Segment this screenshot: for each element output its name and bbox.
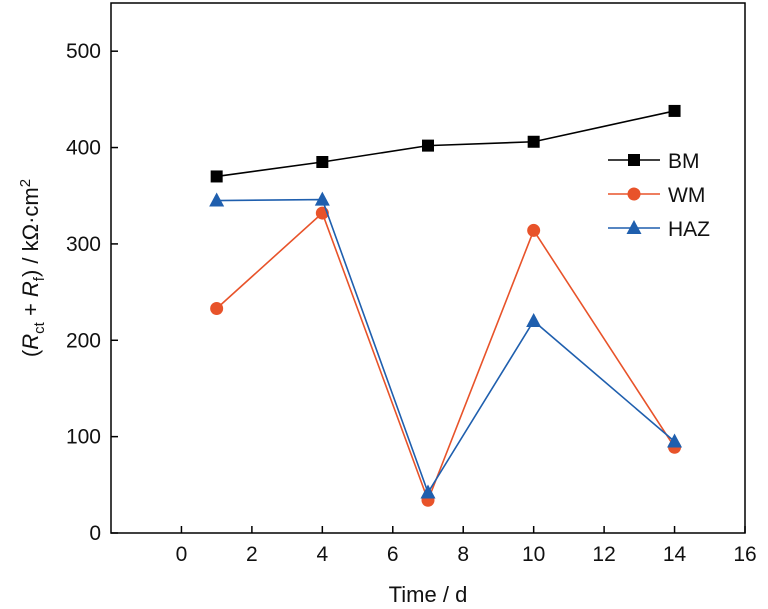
x-tick-label: 10 (522, 543, 545, 566)
y-tick-label: 200 (66, 329, 101, 352)
legend-label-wm: WM (668, 184, 705, 207)
series-layer (209, 104, 683, 507)
legend-item-bm: BM (608, 150, 700, 173)
series-haz (209, 191, 683, 499)
legend-haz-triangle-marker (626, 220, 642, 234)
y-title-r1: R (18, 334, 43, 350)
y-title-open: ( (18, 349, 43, 357)
legend-item-haz: HAZ (608, 218, 710, 241)
x-tick-label: 16 (733, 543, 756, 566)
y-tick-label: 0 (89, 522, 101, 545)
point-haz-triangle-marker (209, 192, 225, 207)
x-axis: 0 2 4 6 8 10 12 14 16 (176, 526, 757, 566)
legend-label-haz: HAZ (668, 218, 710, 241)
x-tick-label: 0 (176, 543, 188, 566)
point-bm-square-marker (210, 170, 223, 183)
legend-item-wm: WM (608, 184, 705, 207)
point-haz-triangle-marker (314, 191, 330, 206)
legend: BM WM HAZ (608, 150, 710, 241)
x-tick-label: 8 (457, 543, 469, 566)
point-haz-triangle-marker (420, 484, 436, 499)
y-tick-label: 500 (66, 40, 101, 63)
y-tick-label: 300 (66, 233, 101, 256)
series-haz-line (216, 198, 676, 495)
legend-label-bm: BM (668, 150, 700, 173)
point-wm-circle-marker (210, 301, 224, 315)
legend-bm-square-marker (628, 154, 640, 166)
point-haz-triangle-marker (526, 313, 542, 327)
point-bm-square-marker (668, 104, 681, 117)
x-tick-label: 14 (663, 543, 687, 566)
x-tick-label: 12 (592, 543, 615, 566)
point-bm-square-marker (527, 135, 540, 148)
x-tick-label: 6 (387, 543, 399, 566)
series-bm-line (216, 110, 675, 178)
legend-wm-circle-marker (627, 187, 641, 201)
y-title-unit-sup: 2 (17, 179, 34, 187)
point-bm-square-marker (422, 139, 434, 152)
x-tick-label: 2 (246, 543, 258, 566)
series-wm-line (216, 211, 676, 503)
y-title-r2: R (18, 281, 43, 297)
point-bm-square-marker (316, 156, 329, 168)
point-wm-circle-marker (527, 223, 541, 237)
plot-frame (110, 2, 746, 534)
point-haz-triangle-marker (667, 433, 683, 448)
y-title-plus: + (18, 297, 43, 322)
y-axis-title: (Rct + Rf) / kΩ·cm2 (17, 179, 48, 357)
y-title-r1-sub: ct (31, 321, 48, 334)
y-tick-label: 400 (66, 137, 101, 160)
series-bm (210, 104, 681, 183)
y-axis: 0 100 200 300 400 500 (66, 40, 118, 545)
y-tick-label: 100 (66, 426, 101, 449)
y-title-unit: ) / kΩ·cm (18, 187, 43, 277)
series-wm (210, 206, 682, 507)
x-axis-title: Time / d (389, 582, 468, 607)
x-tick-label: 4 (316, 543, 328, 566)
y-title-r2-sub: f (31, 276, 48, 281)
